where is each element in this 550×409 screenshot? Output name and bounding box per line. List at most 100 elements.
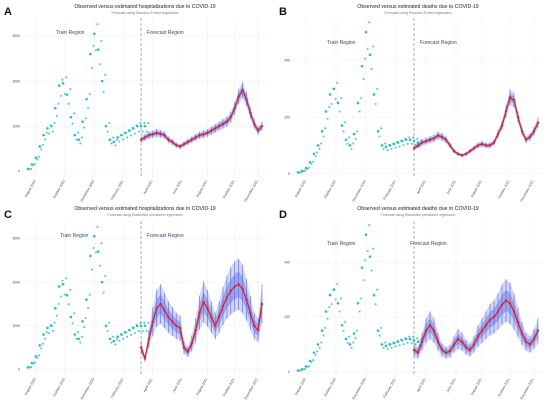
observed-point <box>304 367 307 370</box>
forecast-point <box>206 131 209 135</box>
observed-point <box>114 144 117 147</box>
observed-point <box>344 121 347 124</box>
observed-point <box>46 127 49 130</box>
observed-point <box>84 317 87 320</box>
observed-point <box>116 335 119 339</box>
observed-point <box>410 142 413 145</box>
observed-point <box>306 167 309 170</box>
y-tick-label: 0 <box>18 169 20 173</box>
observed-point <box>340 297 343 300</box>
observed-point <box>52 330 54 333</box>
panel-subtitle: Forecast using Random Forest regression <box>111 11 178 15</box>
observed-point <box>65 293 69 297</box>
observed-point <box>73 312 76 315</box>
observed-point <box>360 266 364 269</box>
y-tick-label: 2000 <box>12 79 20 83</box>
forecast-point <box>536 121 540 124</box>
observed-point <box>412 139 416 143</box>
observed-point <box>412 335 415 338</box>
observed-point <box>147 321 150 324</box>
forecast-point <box>504 299 508 302</box>
observed-point <box>314 353 317 356</box>
forecast-point <box>424 329 428 332</box>
observed-point <box>406 142 409 145</box>
forecast-point <box>233 106 236 110</box>
forecast-point <box>508 302 512 305</box>
forecast-point <box>452 343 456 346</box>
forecast-point <box>428 324 432 327</box>
observed-point <box>112 136 115 139</box>
forecast-point <box>532 337 536 341</box>
observed-point <box>130 134 132 137</box>
observed-point <box>98 63 101 66</box>
forecast-point <box>500 303 504 306</box>
forecast-point <box>524 340 528 343</box>
observed-point <box>69 88 72 91</box>
observed-point <box>77 337 80 341</box>
forecast-point <box>488 318 492 321</box>
forecast-point <box>143 357 147 360</box>
forecast-point <box>504 110 508 113</box>
observed-point <box>38 344 41 347</box>
forecast-point <box>420 340 424 343</box>
observed-point <box>77 138 80 141</box>
observed-point <box>312 160 315 163</box>
panel-title: Observed versus estimated deaths due to … <box>357 206 479 212</box>
forecast-point <box>249 311 252 314</box>
x-tick-label: August 2020 <box>294 377 307 396</box>
panel-letter: B <box>279 6 287 18</box>
forecast-line <box>413 299 539 354</box>
x-tick-label: October 2020 <box>323 179 337 199</box>
observed-point <box>400 139 404 143</box>
forecast-point <box>186 140 190 144</box>
observed-point <box>71 122 74 125</box>
observed-point <box>398 145 401 148</box>
observed-point <box>334 97 337 100</box>
observed-point <box>328 293 332 297</box>
x-tick-label: December 2021 <box>243 179 259 202</box>
observed-point <box>384 341 387 344</box>
observed-point <box>364 30 368 34</box>
forecast-point <box>432 329 436 332</box>
observed-point <box>404 337 408 341</box>
forecast-band-outer <box>414 279 538 359</box>
observed-point <box>394 146 397 149</box>
observed-point <box>370 269 373 272</box>
x-tick-label: April 2021 <box>416 377 427 392</box>
forecast-point <box>210 315 213 319</box>
observed-point <box>386 347 389 350</box>
forecast-point <box>175 324 178 327</box>
observed-point <box>296 171 300 174</box>
x-tick-label: December 2020 <box>80 377 96 400</box>
observed-point <box>32 164 35 167</box>
observed-point <box>362 279 365 282</box>
observed-point <box>316 144 320 147</box>
observed-point <box>298 369 301 372</box>
observed-point <box>316 350 319 353</box>
x-tick-label: December 2021 <box>519 377 535 400</box>
observed-point <box>300 367 304 371</box>
forecast-point <box>217 315 221 319</box>
panel-a: A Observed versus estimated hospitalizati… <box>4 4 268 202</box>
forecast-point <box>139 138 143 141</box>
x-tick-label: August 2021 <box>195 179 208 198</box>
observed-point <box>59 94 62 97</box>
x-tick-label: August 2021 <box>470 377 483 396</box>
forecast-point <box>198 133 201 137</box>
forecast-point <box>468 348 472 352</box>
observed-point <box>38 354 40 357</box>
observed-point <box>392 341 396 345</box>
observed-point <box>298 171 301 174</box>
observed-point <box>412 136 415 139</box>
x-tick-label: October 2021 <box>497 179 511 199</box>
forecast-point <box>420 141 424 144</box>
observed-point <box>368 255 372 258</box>
forecast-point <box>424 139 428 143</box>
observed-point <box>93 32 96 36</box>
panel-subtitle: Forecast using ElasticNet penalized regr… <box>108 213 183 217</box>
observed-point <box>352 142 355 145</box>
observed-point <box>32 362 35 365</box>
observed-point <box>416 137 419 140</box>
observed-point <box>350 346 353 349</box>
y-tick-label: 200 <box>284 115 290 119</box>
